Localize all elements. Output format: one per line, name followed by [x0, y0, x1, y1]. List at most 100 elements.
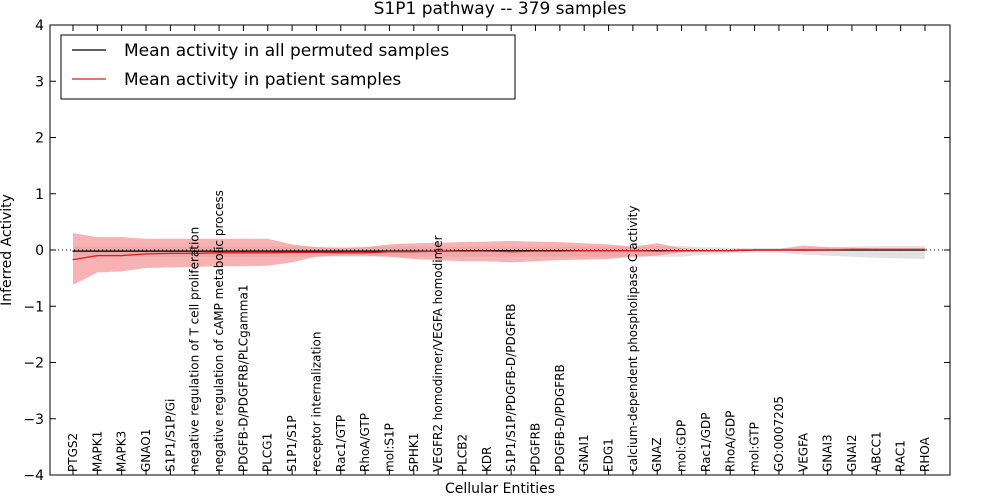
band-patient: [73, 233, 925, 285]
x-axis-label: Cellular Entities: [445, 481, 555, 497]
point-patient: [632, 250, 634, 252]
line-patient: [72, 248, 925, 261]
x-tick-label: EDG1: [602, 438, 616, 472]
point-permuted: [96, 250, 98, 252]
x-tick-label: ABCC1: [869, 431, 883, 472]
point-patient: [218, 252, 220, 254]
x-tick-label: S1P1/S1P/PDGFB-D/PDGFRB: [504, 304, 518, 472]
x-tick-label: mol:GDP: [675, 420, 689, 472]
x-tick-label: receptor internalization: [309, 332, 323, 472]
point-patient: [559, 250, 561, 252]
legend-box: [60, 34, 516, 100]
plot-frame: [49, 24, 951, 476]
point-patient: [461, 250, 464, 252]
point-patient: [72, 259, 74, 261]
point-permuted: [145, 250, 147, 252]
point-patient: [267, 252, 269, 254]
x-tick-label: RAC1: [894, 440, 908, 472]
y-tick-label: −1: [23, 299, 44, 315]
point-patient: [729, 250, 731, 252]
x-tick-label: GNAO1: [139, 429, 153, 472]
point-patient: [534, 250, 537, 252]
point-patient: [291, 251, 293, 253]
point-patient: [778, 249, 780, 251]
x-tick-label: PTGS2: [66, 433, 80, 472]
legend-label-patient: Mean activity in patient samples: [124, 70, 401, 90]
x-tick-label: PDGFRB: [529, 423, 543, 472]
point-permuted: [267, 250, 269, 252]
x-tick-label: S1P1/S1P: [285, 415, 299, 472]
point-patient: [340, 252, 342, 254]
y-tick-label: 2: [35, 131, 44, 147]
y-tick-label: −4: [23, 468, 44, 484]
x-tick-label: GO:0007205: [772, 396, 786, 472]
x-axis-ticks: PTGS2 MAPK1 MAPK3 GNAO1 S1P1/S1P/Gi negative …: [66, 25, 932, 475]
x-tick-label: GNAI1: [577, 434, 591, 472]
point-patient: [169, 252, 171, 254]
x-tick-label: negative regulation of cAMP metabolic pr…: [212, 190, 226, 472]
point-patient: [705, 250, 707, 252]
point-permuted: [194, 250, 196, 252]
point-patient: [827, 249, 829, 251]
point-patient: [486, 250, 488, 252]
legend-label-permuted: Mean activity in all permuted samples: [124, 41, 449, 61]
point-patient: [851, 248, 853, 250]
x-tick-label: mol:S1P: [383, 423, 397, 472]
point-permuted: [72, 250, 74, 252]
x-tick-label: RhoA/GTP: [358, 413, 372, 472]
chart-title: S1P1 pathway -- 379 samples: [374, 0, 627, 19]
x-tick-label: MAPK1: [90, 431, 104, 472]
point-patient: [924, 248, 926, 250]
point-patient: [656, 250, 658, 252]
x-tick-label: PLCB2: [456, 434, 470, 472]
x-tick-label: PDGFB-D/PDGFRB: [553, 364, 567, 472]
y-tick-label: 3: [35, 74, 44, 90]
confidence-bands: [73, 233, 925, 285]
x-tick-label: GNAI3: [821, 434, 835, 472]
point-permuted: [169, 250, 171, 252]
point-patient: [242, 252, 244, 254]
point-permuted: [340, 250, 342, 252]
point-patient: [194, 252, 196, 254]
point-patient: [145, 253, 147, 255]
x-tick-label: PDGFB-D/PDGFRB/PLCgamma1: [236, 285, 250, 472]
point-patient: [315, 251, 317, 253]
x-tick-label: VEGFR2 homodimer/VEGFA homodimer: [431, 235, 445, 472]
x-tick-label: RHOA: [918, 436, 932, 472]
x-tick-label: Rac1/GTP: [334, 415, 348, 472]
point-permuted: [510, 250, 512, 252]
x-tick-label: GNAI2: [845, 434, 859, 472]
point-patient: [388, 251, 391, 253]
point-patient: [413, 251, 415, 253]
point-patient: [607, 250, 610, 252]
point-patient: [681, 250, 683, 252]
point-patient: [96, 255, 98, 257]
point-patient: [875, 248, 877, 250]
x-tick-label: MAPK3: [115, 431, 129, 472]
y-tick-label: 0: [35, 243, 44, 259]
y-axis-label: Inferred Activity: [0, 194, 15, 306]
x-tick-label: KDR: [480, 447, 494, 472]
point-permuted: [218, 250, 220, 252]
point-patient: [583, 250, 585, 252]
x-tick-label: SPHK1: [407, 433, 421, 472]
point-patient: [802, 249, 804, 251]
point-patient: [437, 250, 439, 252]
point-patient: [900, 248, 902, 250]
x-tick-label: S1P1/S1P/Gi: [163, 399, 177, 472]
y-tick-label: 4: [35, 18, 44, 34]
x-tick-label: RhoA/GDP: [723, 411, 737, 472]
y-tick-label: −3: [23, 412, 44, 428]
y-tick-label: −2: [23, 356, 44, 372]
x-tick-label: Rac1/GDP: [699, 413, 713, 472]
point-permuted: [315, 250, 317, 252]
point-patient: [510, 251, 512, 253]
point-patient: [364, 252, 366, 254]
x-tick-label: GNAZ: [650, 437, 664, 472]
x-tick-label: PLCG1: [261, 433, 275, 472]
y-tick-label: 1: [35, 187, 44, 203]
series-lines: [72, 248, 926, 261]
point-permuted: [291, 250, 293, 252]
y-axis-ticks: −4 −3 −2 −1 0 1 2 3 4: [23, 18, 950, 484]
